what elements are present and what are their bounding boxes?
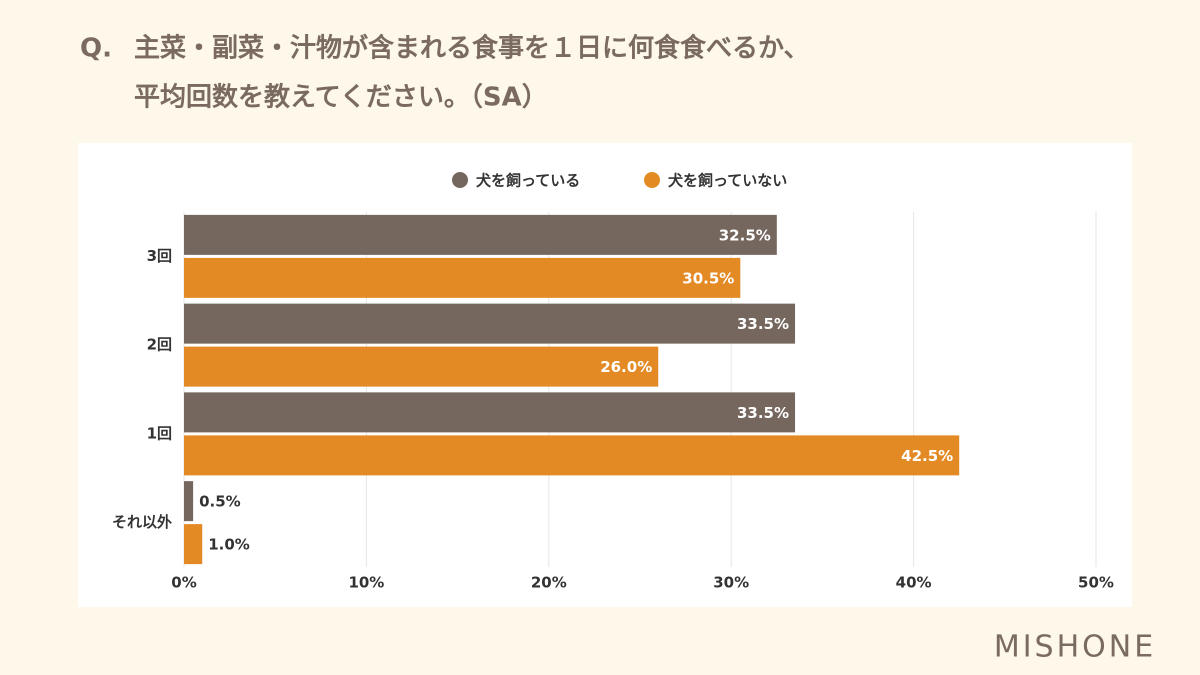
x-tick-label: 50% [1078, 574, 1114, 592]
bar [184, 392, 796, 433]
x-tick-label: 30% [713, 574, 749, 592]
data-label: 30.5% [682, 269, 734, 287]
y-tick-label: 1回 [147, 424, 172, 442]
chart-title: 主菜・副菜・汁物が含まれる食事を１日に何食食べるか、 [134, 33, 809, 64]
y-tick-label: それ以外 [112, 513, 172, 531]
bar [184, 481, 194, 522]
data-label: 0.5% [199, 493, 241, 511]
bar [184, 257, 741, 298]
y-tick-label: 2回 [147, 336, 172, 354]
bar [184, 214, 777, 255]
chart-title: 平均回数を教えてください。（SA） [134, 83, 548, 113]
data-label: 26.0% [600, 358, 652, 376]
x-tick-label: 20% [531, 574, 567, 592]
data-label: 1.0% [208, 536, 250, 554]
legend-label: 犬を飼っている [476, 172, 580, 190]
data-label: 33.5% [737, 404, 789, 422]
data-label: 32.5% [719, 226, 771, 244]
question-label: Q. [80, 34, 112, 64]
brand-logo: MISHONE [994, 630, 1156, 665]
data-label: 33.5% [737, 315, 789, 333]
x-tick-label: 0% [171, 574, 196, 592]
x-tick-label: 10% [348, 574, 384, 592]
legend-marker [644, 172, 660, 188]
bar [184, 346, 659, 387]
bar [184, 435, 960, 476]
y-tick-label: 3回 [147, 247, 172, 265]
legend-marker [452, 172, 468, 188]
data-label: 42.5% [901, 447, 953, 465]
legend-label: 犬を飼っていない [668, 172, 787, 190]
bar [184, 524, 203, 565]
x-tick-label: 40% [896, 574, 932, 592]
bar [184, 303, 796, 344]
